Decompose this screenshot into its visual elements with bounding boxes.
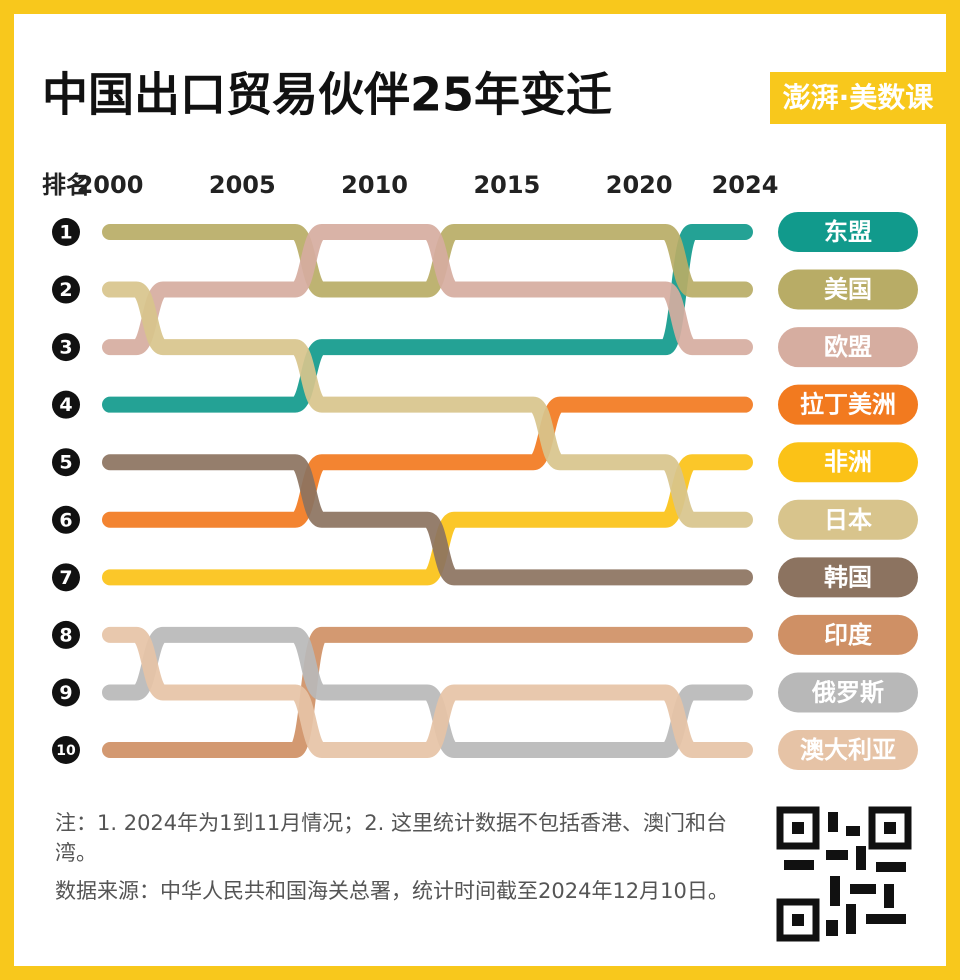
x-tick-label: 2024 [712, 171, 779, 199]
legend-label: 东盟 [824, 218, 872, 246]
x-tick-label: 2000 [77, 171, 144, 199]
legend-pill [778, 212, 918, 252]
y-tick-label: 4 [59, 394, 72, 416]
rank-badge [52, 563, 80, 592]
x-tick-label: 2005 [209, 171, 276, 199]
rank-badge [52, 620, 80, 649]
legend-pill [778, 442, 918, 483]
y-tick-label: 7 [59, 567, 72, 589]
legend-pill [778, 672, 918, 713]
series-line [102, 626, 753, 758]
legend-label: 非洲 [824, 448, 872, 476]
y-tick-label: 6 [59, 509, 72, 531]
legend-pill [778, 269, 918, 310]
y-tick-label: 9 [59, 682, 72, 704]
y-tick-label: 8 [59, 624, 72, 646]
series-line [102, 223, 753, 298]
y-tick-label: 5 [59, 452, 72, 474]
y-tick-label: 2 [59, 279, 72, 301]
legend-label: 拉丁美洲 [800, 391, 896, 419]
qr-code [776, 806, 912, 942]
legend-pill [778, 499, 918, 540]
rank-badge [52, 678, 80, 707]
rank-badge [52, 333, 80, 362]
legend-label: 美国 [824, 276, 872, 304]
legend-pill [778, 614, 918, 655]
legend-pill [778, 730, 918, 770]
legend-label: 印度 [824, 621, 873, 649]
series-line [102, 223, 753, 356]
rank-badge [52, 448, 80, 477]
legend-pill [778, 384, 918, 425]
chart-title: 中国出口贸易伙伴25年变迁 [42, 68, 612, 122]
series-line [102, 281, 753, 528]
rank-badge [52, 736, 80, 764]
x-tick-label: 2015 [473, 171, 540, 199]
lines [102, 223, 753, 758]
series-line [102, 454, 753, 586]
x-tick-label: 2010 [341, 171, 408, 199]
source: 数据来源：中华人民共和国海关总署，统计时间截至2024年12月10日。 [55, 879, 729, 903]
x-tick-label: 2020 [606, 171, 673, 199]
note: 注：1. 2024年为1到11月情况；2. 这里统计数据不包括香港、澳门和台湾。 [55, 811, 727, 865]
series-line [102, 454, 753, 586]
rank-badge [52, 218, 80, 246]
legend-label: 欧盟 [824, 333, 872, 361]
rank-badge [52, 390, 80, 419]
series-line [102, 626, 753, 758]
y-axis-label: 排名 [42, 171, 90, 199]
y-tick-label: 1 [59, 222, 72, 244]
series-line [102, 626, 753, 758]
series-line [102, 223, 753, 413]
brand-box [770, 72, 946, 124]
legend-pill [778, 327, 918, 368]
rank-badge [52, 505, 80, 534]
rank-badge [52, 275, 80, 304]
y-tick-label: 10 [56, 743, 76, 759]
legend-label: 日本 [824, 506, 872, 534]
brand: 澎湃·美数课 [783, 81, 935, 114]
y-tick-label: 3 [59, 337, 72, 359]
legend-label: 俄罗斯 [811, 678, 884, 706]
legend-pill [778, 557, 918, 598]
legend-label: 澳大利亚 [800, 736, 896, 764]
series-line [102, 396, 753, 528]
legend-label: 韩国 [824, 563, 872, 591]
